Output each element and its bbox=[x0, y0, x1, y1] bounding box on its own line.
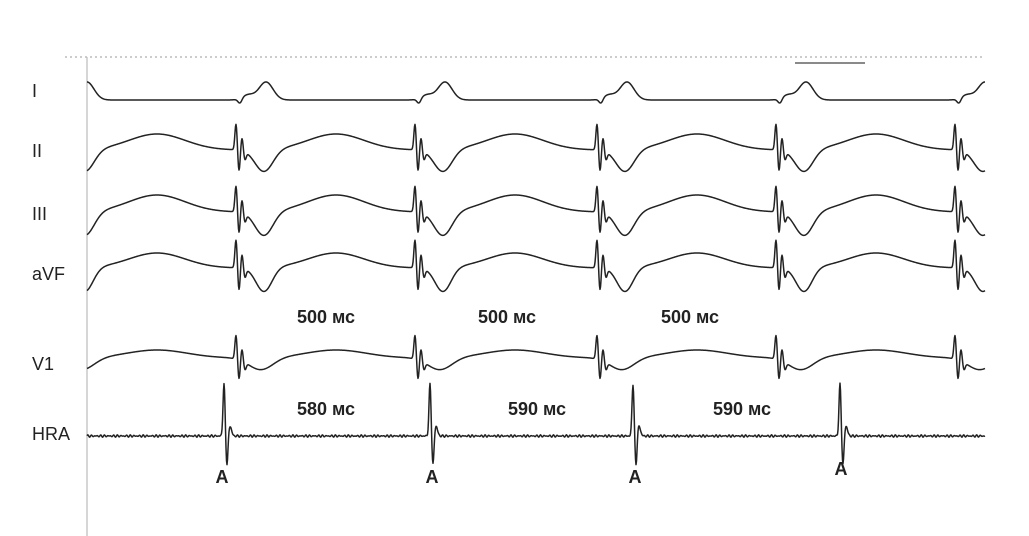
ecg-trace bbox=[86, 185, 986, 237]
lead-label: V1 bbox=[32, 354, 54, 374]
lead-label: II bbox=[32, 141, 42, 161]
lead-label: HRA bbox=[32, 424, 70, 444]
v-interval: 500 мс bbox=[297, 307, 355, 327]
ecg-trace bbox=[86, 239, 986, 293]
lead-label: III bbox=[32, 204, 47, 224]
v-interval: 500 мс bbox=[661, 307, 719, 327]
atrial-label: A bbox=[426, 467, 439, 487]
v-interval: 500 мс bbox=[478, 307, 536, 327]
a-interval: 590 мс bbox=[713, 399, 771, 419]
ecg-trace bbox=[86, 123, 986, 173]
ecg-trace bbox=[86, 334, 986, 380]
a-interval: 580 мс bbox=[297, 399, 355, 419]
tracings bbox=[86, 81, 986, 466]
lead-label: aVF bbox=[32, 264, 65, 284]
atrial-label: A bbox=[629, 467, 642, 487]
ecg-trace bbox=[86, 81, 986, 104]
lead-label: I bbox=[32, 81, 37, 101]
atrial-label: A bbox=[216, 467, 229, 487]
a-interval: 590 мс bbox=[508, 399, 566, 419]
atrial-label: A bbox=[835, 459, 848, 479]
ecg-trace bbox=[86, 382, 986, 466]
